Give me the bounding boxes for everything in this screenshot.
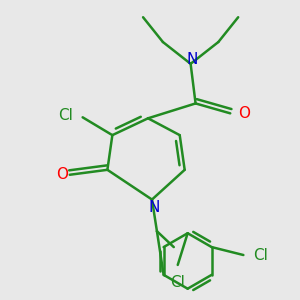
- Text: O: O: [56, 167, 68, 182]
- Text: Cl: Cl: [58, 108, 73, 123]
- Text: N: N: [187, 52, 198, 67]
- Text: Cl: Cl: [253, 248, 268, 262]
- Text: Cl: Cl: [170, 275, 185, 290]
- Text: N: N: [148, 200, 160, 215]
- Text: O: O: [238, 106, 250, 121]
